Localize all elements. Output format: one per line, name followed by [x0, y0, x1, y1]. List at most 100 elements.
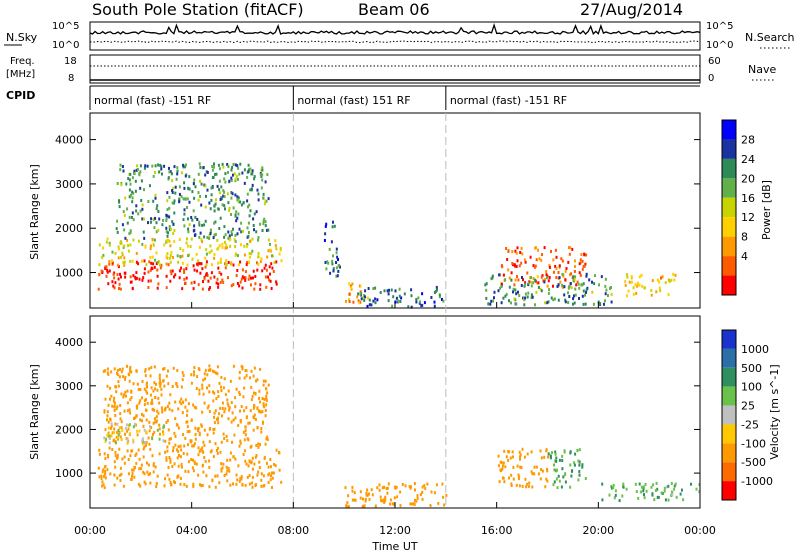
- data-cell: [101, 484, 104, 488]
- data-cell: [152, 389, 155, 393]
- data-cell: [143, 188, 145, 192]
- data-cell: [513, 297, 516, 301]
- data-cell: [193, 280, 196, 284]
- data-cell: [247, 163, 250, 167]
- data-cell: [204, 377, 207, 381]
- data-cell: [139, 170, 142, 174]
- data-cell: [614, 493, 617, 497]
- data-cell: [120, 275, 122, 279]
- data-cell: [374, 301, 377, 305]
- data-cell: [104, 267, 107, 270]
- data-cell: [193, 196, 196, 200]
- data-cell: [176, 423, 179, 427]
- data-cell: [257, 442, 260, 446]
- data-cell: [232, 263, 235, 267]
- data-cell: [97, 287, 100, 291]
- data-cell: [186, 237, 188, 241]
- data-cell: [137, 387, 140, 391]
- data-cell: [259, 287, 262, 291]
- data-cell: [107, 455, 110, 459]
- data-cell: [248, 482, 251, 486]
- nsearch-tick-low: 10^0: [706, 40, 733, 51]
- data-cell: [168, 441, 171, 445]
- data-cell: [345, 504, 348, 508]
- data-cell: [519, 457, 521, 461]
- data-cell: [201, 383, 204, 387]
- data-cell: [148, 429, 151, 433]
- data-cell: [381, 486, 384, 490]
- data-cell: [160, 406, 163, 410]
- data-cell: [125, 423, 128, 427]
- data-cell: [533, 265, 536, 269]
- data-cell: [637, 496, 640, 500]
- data-cell: [331, 259, 334, 263]
- data-cell: [154, 216, 157, 220]
- data-cell: [141, 207, 144, 211]
- data-cell: [504, 278, 507, 282]
- data-cell: [510, 484, 513, 487]
- data-cell: [172, 446, 175, 450]
- data-cell: [247, 205, 249, 209]
- velocity-colorbar-tick: -1000: [741, 475, 773, 488]
- data-cell: [184, 174, 187, 178]
- data-cell: [168, 437, 171, 441]
- cpid-segment-label: normal (fast) -151 RF: [94, 94, 211, 107]
- data-cell: [624, 283, 627, 287]
- data-cell: [524, 281, 527, 285]
- data-cell: [520, 261, 523, 265]
- data-cell: [543, 246, 546, 250]
- data-cell: [239, 439, 242, 443]
- data-cell: [539, 449, 542, 453]
- data-cell: [581, 465, 584, 469]
- data-cell: [183, 181, 186, 185]
- data-cell: [610, 486, 613, 490]
- data-cell: [574, 275, 577, 279]
- data-cell: [110, 394, 113, 398]
- data-cell: [213, 411, 216, 415]
- data-cell: [167, 176, 170, 180]
- data-cell: [253, 177, 256, 181]
- data-cell: [229, 451, 232, 455]
- data-cell: [212, 165, 215, 169]
- data-cell: [141, 217, 144, 221]
- data-cell: [234, 239, 237, 243]
- data-cell: [349, 284, 352, 288]
- velocity-colorbar-swatch: [722, 481, 736, 500]
- data-cell: [117, 256, 120, 260]
- x-tick-label: 00:00: [74, 524, 106, 537]
- data-cell: [267, 275, 269, 279]
- data-cell: [212, 236, 215, 240]
- data-cell: [184, 469, 187, 473]
- data-cell: [244, 459, 247, 463]
- data-cell: [243, 168, 246, 172]
- data-cell: [132, 468, 135, 472]
- data-cell: [135, 204, 138, 208]
- data-cell: [171, 409, 174, 413]
- data-cell: [144, 374, 147, 378]
- data-cell: [180, 465, 183, 469]
- data-cell: [142, 230, 145, 234]
- data-cell: [246, 175, 249, 179]
- data-cell: [104, 397, 107, 401]
- data-cell: [262, 196, 265, 200]
- data-cell: [584, 477, 587, 480]
- data-cell: [203, 372, 206, 376]
- data-cell: [213, 256, 216, 260]
- nave-tick-high: 60: [708, 56, 721, 67]
- data-cell: [530, 276, 532, 279]
- data-cell: [151, 437, 154, 441]
- data-cell: [155, 207, 158, 211]
- data-cell: [154, 387, 157, 391]
- data-cell: [262, 379, 265, 383]
- data-cell: [142, 470, 145, 474]
- data-cell: [162, 426, 165, 430]
- data-cell: [265, 398, 268, 402]
- data-cell: [102, 483, 105, 487]
- data-cell: [230, 284, 233, 288]
- x-axis-ticks: 00:00 04:00 08:00 12:00 16:00 20:00 00:00: [74, 302, 716, 537]
- data-cell: [531, 485, 534, 489]
- data-cell: [632, 286, 635, 290]
- data-cell: [152, 470, 155, 474]
- data-cell: [211, 478, 214, 482]
- data-cell: [126, 221, 129, 225]
